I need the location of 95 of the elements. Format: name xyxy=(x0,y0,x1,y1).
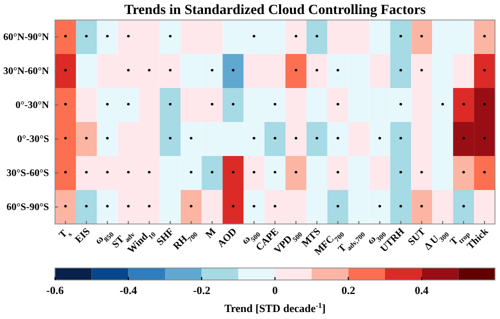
data-label: • xyxy=(106,202,110,212)
data-label: • xyxy=(294,168,298,178)
data-label: • xyxy=(273,100,278,110)
data-label: • xyxy=(398,168,403,178)
data-label: • xyxy=(315,32,320,42)
data-label: • xyxy=(420,168,424,178)
data-label: • xyxy=(106,168,110,178)
data-label: • xyxy=(64,66,68,76)
data-label: • xyxy=(189,134,194,144)
data-label: • xyxy=(398,134,403,144)
data-label: • xyxy=(231,202,236,212)
data-label: • xyxy=(252,134,256,144)
data-label: • xyxy=(126,66,131,76)
chart-title: Trends in Standardized Cloud Controlling Factors xyxy=(124,3,426,18)
data-label: • xyxy=(126,202,131,212)
data-label: • xyxy=(398,32,403,42)
data-label: • xyxy=(189,168,194,178)
y-tick-label: 0°-30°N xyxy=(15,100,50,110)
data-label: • xyxy=(148,202,152,212)
data-label: • xyxy=(294,134,298,144)
data-label: • xyxy=(64,100,68,110)
data-label: • xyxy=(336,168,340,178)
data-label: • xyxy=(126,100,131,110)
y-tick-label: 30°S-60°S xyxy=(6,168,50,178)
color-bar-label: 0.2 xyxy=(341,284,356,297)
data-label: • xyxy=(252,32,256,42)
data-label: • xyxy=(168,100,172,110)
data-label: • xyxy=(168,134,172,144)
data-label: • xyxy=(294,66,298,76)
data-label: • xyxy=(84,32,89,42)
data-label: • xyxy=(231,100,236,110)
data-label: • xyxy=(210,168,214,178)
data-label: • xyxy=(273,168,278,178)
data-label: • xyxy=(126,168,131,178)
data-label: • xyxy=(210,66,214,76)
data-label: • xyxy=(462,168,466,178)
data-label: • xyxy=(482,168,487,178)
data-label: • xyxy=(398,202,403,212)
data-label: • xyxy=(64,134,68,144)
data-label: • xyxy=(420,66,424,76)
data-label: • xyxy=(315,134,320,144)
data-label: • xyxy=(420,32,424,42)
data-label: • xyxy=(273,134,278,144)
color-bar-label: 0.4 xyxy=(414,284,430,297)
data-label: • xyxy=(336,202,340,212)
x-tick-label: EIS xyxy=(73,226,93,246)
data-label: • xyxy=(252,202,256,212)
color-bar-title: Trend [STD decade$^{-1}$] xyxy=(224,300,326,315)
data-label: • xyxy=(462,100,466,110)
data-label: • xyxy=(106,134,110,144)
y-tick-label: 0°-30°S xyxy=(17,134,50,144)
y-tick-label: 60°S-90°S xyxy=(6,202,50,212)
data-label: • xyxy=(482,100,487,110)
data-label: • xyxy=(64,202,68,212)
data-label: • xyxy=(210,100,214,110)
data-label: • xyxy=(84,202,89,212)
data-label: • xyxy=(106,100,110,110)
color-bar-label: -0.4 xyxy=(120,284,138,297)
data-label: • xyxy=(231,66,236,76)
y-tick-label: 60°N-90°N xyxy=(3,32,50,42)
data-label: • xyxy=(84,168,89,178)
data-label: • xyxy=(482,66,487,76)
color-bar-label: -0.2 xyxy=(192,284,211,297)
data-label: • xyxy=(398,66,403,76)
data-label: • xyxy=(273,202,278,212)
data-label: • xyxy=(84,134,89,144)
data-label: • xyxy=(398,100,403,110)
data-label: • xyxy=(168,66,172,76)
data-label: • xyxy=(462,202,466,212)
data-label: • xyxy=(378,134,382,144)
data-label: • xyxy=(315,66,320,76)
data-label: • xyxy=(462,134,466,144)
x-tick-label: M xyxy=(204,226,219,241)
data-label: • xyxy=(482,134,487,144)
data-label: • xyxy=(294,32,298,42)
data-label: • xyxy=(126,32,131,42)
color-bar-label: -0.6 xyxy=(46,284,64,297)
color-bar-label: 0 xyxy=(272,284,278,297)
data-label: • xyxy=(482,32,487,42)
data-label: • xyxy=(64,168,68,178)
data-label: • xyxy=(106,32,110,42)
data-label: • xyxy=(252,168,256,178)
y-tick-label: 30°N-60°N xyxy=(3,66,50,76)
data-label: • xyxy=(420,202,424,212)
data-label: • xyxy=(336,100,340,110)
data-label: • xyxy=(336,134,340,144)
data-label: • xyxy=(231,168,236,178)
data-label: • xyxy=(440,100,445,110)
data-label: • xyxy=(148,66,152,76)
data-label: • xyxy=(189,202,194,212)
data-label: • xyxy=(378,202,382,212)
data-label: • xyxy=(336,66,340,76)
data-label: • xyxy=(168,32,172,42)
data-label: • xyxy=(64,32,68,42)
data-label: • xyxy=(148,168,152,178)
